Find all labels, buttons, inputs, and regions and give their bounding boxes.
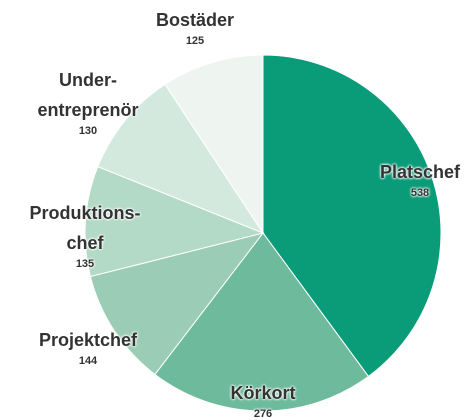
category-label: Under- entreprenör <box>37 70 139 120</box>
slice-label: Bostäder 125 <box>156 5 234 47</box>
category-label: Projektchef <box>38 330 138 350</box>
category-label: Platschef <box>379 162 461 182</box>
category-label: Bostäder <box>155 10 235 30</box>
slice-label: Platschef 538 <box>380 157 460 199</box>
value-label: 144 <box>78 355 98 367</box>
slice-label: Under- entreprenör 130 <box>37 65 138 137</box>
value-label: 538 <box>410 187 430 199</box>
pie-slice <box>84 165 265 278</box>
slice-label: Produktions- chef 135 <box>30 198 141 270</box>
pie-slice <box>154 232 370 412</box>
value-label: 130 <box>78 125 98 137</box>
category-label: Körkort <box>230 383 296 403</box>
value-label: 276 <box>253 408 273 420</box>
pie-slice <box>164 54 264 235</box>
value-label: 125 <box>185 35 205 47</box>
category-label: Produktions- chef <box>29 203 141 253</box>
pie-slice <box>89 232 265 376</box>
pie-slice <box>262 54 442 378</box>
value-label: 135 <box>75 258 95 270</box>
slice-label: Projektchef 144 <box>39 325 137 367</box>
pie-slice <box>97 83 265 235</box>
slice-label: Körkort 276 <box>230 378 295 420</box>
